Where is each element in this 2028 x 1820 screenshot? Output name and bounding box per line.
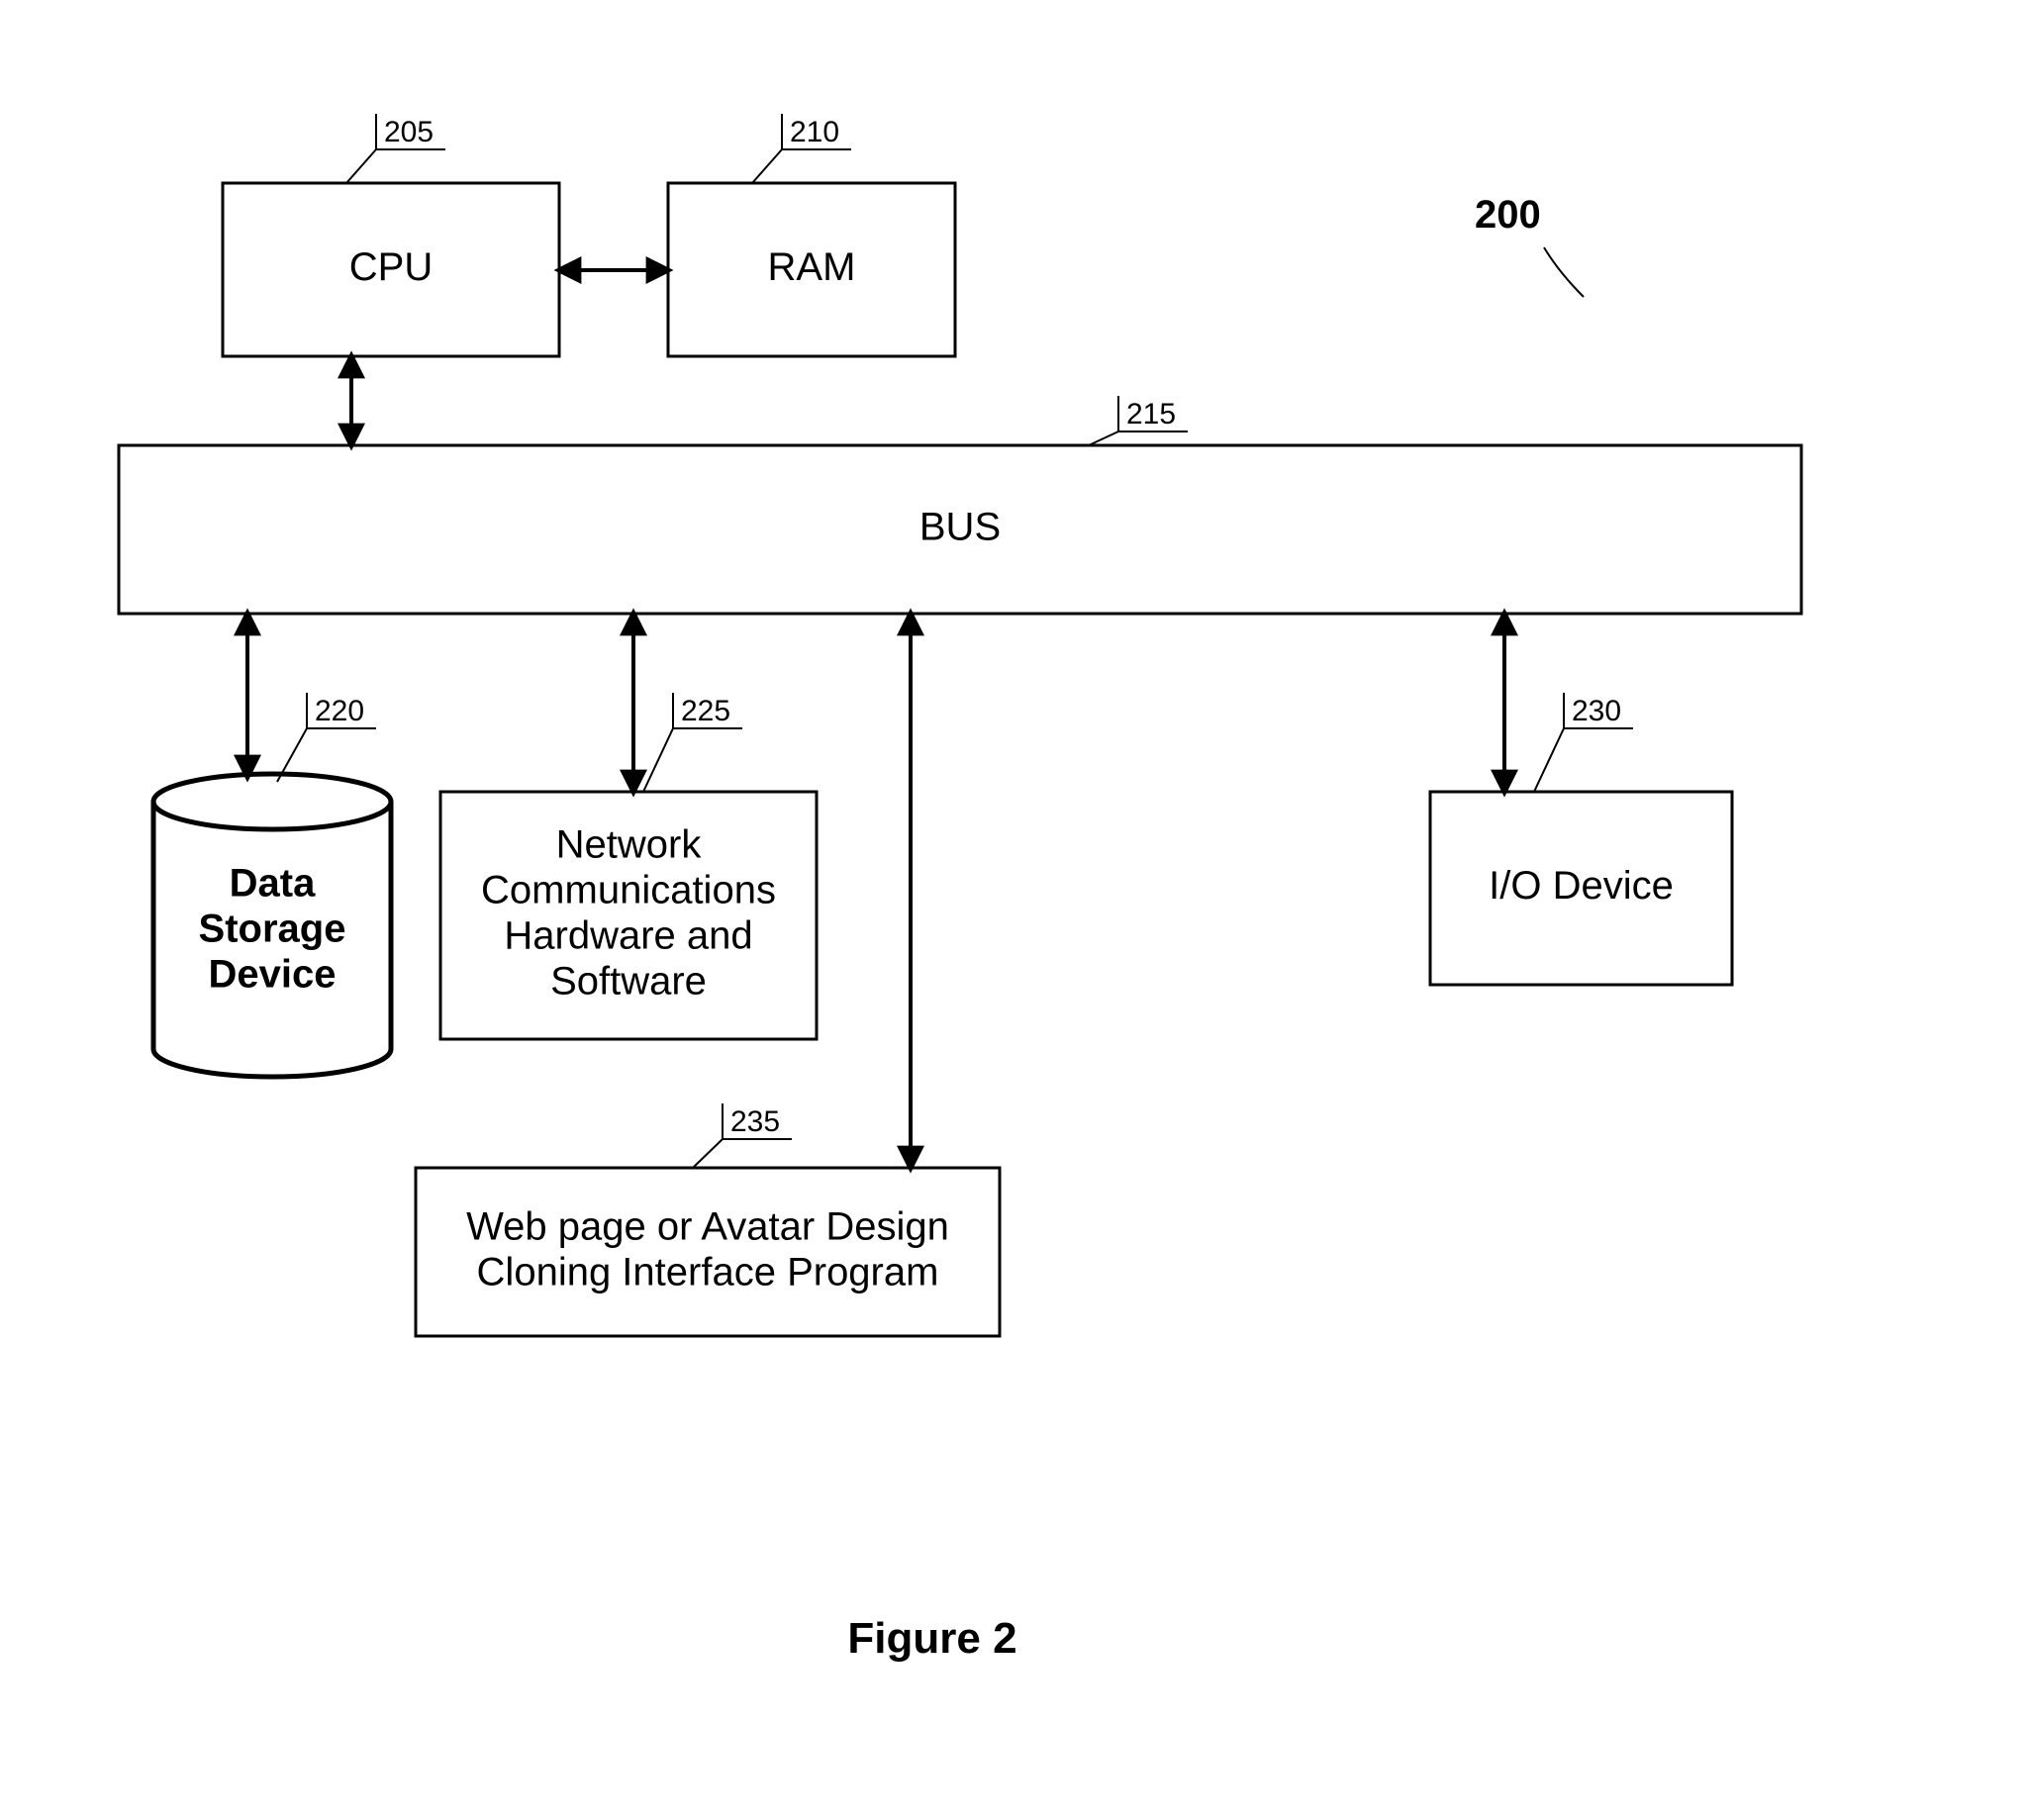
cpu-ref-number: 205: [384, 116, 434, 148]
io-ref-leader: [1534, 728, 1564, 792]
program-ref-leader: [693, 1139, 723, 1168]
storage-label: Data: [230, 862, 316, 906]
program-label: Cloning Interface Program: [477, 1251, 939, 1294]
io-label: I/O Device: [1489, 864, 1674, 908]
ram-ref-number: 210: [790, 116, 839, 148]
cpu-label: CPU: [349, 245, 433, 289]
ram-label: RAM: [768, 245, 856, 289]
network-ref-number: 225: [681, 695, 730, 727]
program-ref-number: 235: [730, 1105, 780, 1138]
system-ref-number: 200: [1475, 193, 1541, 237]
system-ref-leader: [1544, 247, 1584, 297]
figure-caption: Figure 2: [847, 1614, 1016, 1663]
network-label: Network: [556, 823, 703, 867]
storage-ref-number: 220: [315, 695, 364, 727]
bus-ref-number: 215: [1126, 398, 1176, 431]
io-ref-number: 230: [1572, 695, 1621, 727]
network-label: Software: [550, 960, 707, 1004]
cpu-ref-leader: [346, 149, 376, 183]
network-ref-leader: [643, 728, 673, 792]
program-label: Web page or Avatar Design: [466, 1205, 949, 1249]
network-label: Hardware and: [504, 914, 752, 958]
storage-label: Device: [209, 953, 337, 997]
network-label: Communications: [481, 869, 776, 912]
storage-label: Storage: [199, 908, 346, 951]
bus-ref-leader: [1089, 431, 1118, 445]
ram-ref-leader: [752, 149, 782, 183]
bus-label: BUS: [919, 506, 1001, 549]
